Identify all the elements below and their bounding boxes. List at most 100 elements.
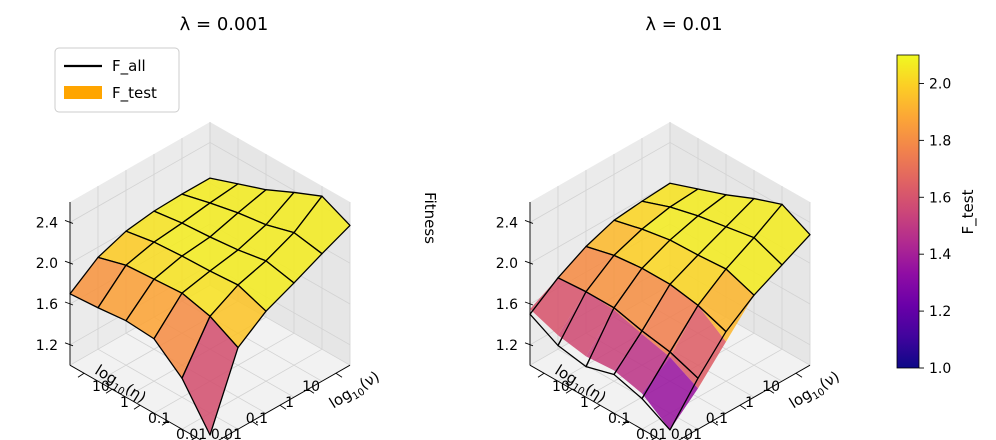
z-tick <box>524 301 534 306</box>
x-tick-label: 1 <box>745 395 754 411</box>
f-test-surface-patch <box>614 201 670 230</box>
f-test-surface-patch <box>558 291 614 357</box>
surface <box>529 182 811 431</box>
f-test-surface-patch <box>670 255 726 306</box>
f-test-surface-patch <box>726 198 782 238</box>
x-tick-label: 10 <box>762 379 780 395</box>
y-tick <box>105 388 113 394</box>
y-tick <box>161 420 169 426</box>
x-tick-label: 0.1 <box>246 411 268 427</box>
z-tick <box>64 219 74 224</box>
f-all-wireframe-cell <box>181 315 239 436</box>
f-test-surface-patch <box>154 223 210 257</box>
z-tick-label: 1.2 <box>496 338 518 354</box>
f-all-wireframe-cell <box>641 351 699 431</box>
f-test-surface-patch <box>642 284 698 358</box>
colorbar-tick-label: 1.8 <box>929 133 951 149</box>
legend-swatch-f-test <box>64 86 102 99</box>
y-tick <box>593 404 601 410</box>
f-test-surface-patch <box>586 220 642 256</box>
z-axis-label: Fitness <box>421 192 439 244</box>
f-test-surface-patch <box>182 178 238 203</box>
z-tick-label: 1.6 <box>496 297 518 313</box>
z-tick-label: 2.4 <box>496 215 518 231</box>
x-tick <box>795 372 803 378</box>
surface <box>69 177 351 436</box>
colorbar-tick-label: 1.4 <box>929 247 951 263</box>
f-test-surface-patch <box>154 293 210 379</box>
y-tick <box>650 436 657 440</box>
x-tick <box>223 436 230 440</box>
x-tick-label: 0.01 <box>211 427 242 440</box>
x-tick <box>711 420 719 426</box>
x-tick <box>335 372 343 378</box>
f-test-surface-patch <box>642 357 698 430</box>
z-tick-label: 2.4 <box>36 215 58 231</box>
y-tick <box>621 420 629 426</box>
f-test-surface-patch <box>642 183 698 208</box>
f-test-surface-patch <box>642 207 698 241</box>
colorbar: 1.0 1.2 1.4 1.6 1.8 2.0 F_test <box>896 54 978 377</box>
f-test-surface-patch <box>614 268 670 334</box>
z-tick <box>64 260 74 265</box>
chart-title: λ = 0.01 <box>645 14 722 35</box>
x-tick-label: 10 <box>302 379 320 395</box>
f-test-surface-patch <box>698 194 754 227</box>
chart-panel-lambda-001: λ = 0.01 1.21.62.02.40.0010.010.11100.00… <box>496 14 844 440</box>
colorbar-tick-label: 1.2 <box>929 304 951 320</box>
x-tick-label: 0.1 <box>706 411 728 427</box>
y-tick-label: 0.1 <box>148 411 170 427</box>
z-tick <box>64 301 74 306</box>
f-test-surface-patch <box>126 211 182 243</box>
axis-labels: 1.21.62.02.40.0010.010.11100.0010.010.11… <box>496 215 803 440</box>
f-test-surface-patch <box>558 246 614 292</box>
f-test-surface-patch <box>642 240 698 285</box>
y-tick-label: 1 <box>580 395 589 411</box>
x-tick <box>767 388 775 394</box>
y-tick-label: 10 <box>552 379 570 395</box>
x-tick <box>683 436 690 440</box>
grid-line <box>97 186 239 430</box>
axis-labels: 1.21.62.02.40.0010.010.11100.0010.010.11… <box>36 215 343 440</box>
f-test-surface-patch <box>586 309 642 371</box>
f-test-surface-patch <box>670 305 726 389</box>
z-tick <box>524 342 534 347</box>
x-tick <box>307 388 315 394</box>
f-test-surface-patch <box>210 183 266 213</box>
y-tick-label: 10 <box>92 379 110 395</box>
z-tick-label: 2.0 <box>36 256 58 272</box>
f-test-surface-patch <box>238 224 294 261</box>
z-tick-label: 1.6 <box>36 297 58 313</box>
x-tick <box>251 420 259 426</box>
legend-label-f-test: F_test <box>112 84 157 103</box>
f-test-surface-patch <box>182 237 238 272</box>
z-tick-label: 1.2 <box>36 338 58 354</box>
f-test-surface-patch <box>698 226 754 269</box>
z-tick <box>524 260 534 265</box>
y-tick <box>537 372 545 378</box>
f-test-surface-patch <box>614 333 670 394</box>
f-test-surface-patch <box>586 255 642 310</box>
f-test-surface-patch <box>154 256 210 294</box>
y-axis-label: log10(ν) <box>786 367 844 414</box>
f-test-surface-patch <box>266 192 322 233</box>
colorbar-gradient <box>896 54 920 369</box>
chart-title: λ = 0.001 <box>180 14 269 35</box>
y-tick-label: 0.01 <box>176 427 207 440</box>
x-tick-label: 0.01 <box>671 427 702 440</box>
f-test-surface-patch <box>182 202 238 237</box>
f-test-surface-patch <box>210 212 266 250</box>
f-test-surface-patch <box>98 265 154 321</box>
f-test-surface-patch <box>126 279 182 339</box>
f-test-surface-patch <box>670 189 726 216</box>
colorbar-label: F_test <box>959 189 978 234</box>
grid-line <box>529 141 811 223</box>
y-axis-label: log10(ν) <box>326 367 384 414</box>
legend-label-f-all: F_all <box>112 57 146 76</box>
colorbar-tick-label: 2.0 <box>929 76 951 92</box>
f-test-surface-patch <box>614 229 670 269</box>
y-tick <box>565 388 573 394</box>
y-tick-label: 1 <box>120 395 129 411</box>
f-test-surface-patch <box>238 189 294 225</box>
